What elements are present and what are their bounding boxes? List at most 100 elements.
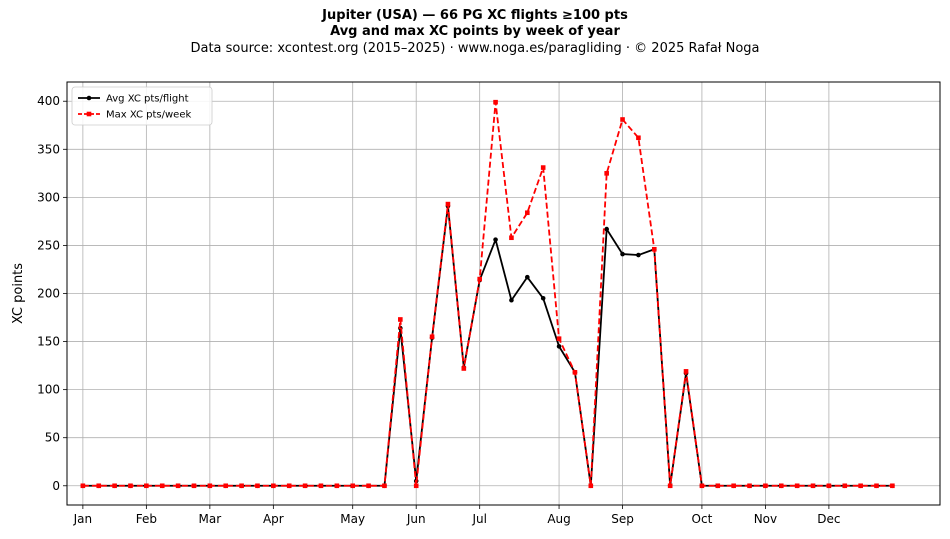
data-point-max [525,210,530,216]
data-point-max [159,483,165,489]
data-point-avg [636,252,641,258]
data-point-max [699,483,705,489]
data-point-max [667,483,673,489]
legend-label-avg: Avg XC pts/flight [106,94,189,105]
y-tick-label: 50 [45,431,60,445]
data-point-max [112,483,117,489]
y-tick-label: 100 [37,383,60,397]
data-point-max [858,483,863,489]
y-axis-label: XC points [11,263,26,324]
data-point-max [540,165,546,170]
data-point-avg [509,297,514,303]
data-point-max [874,483,879,489]
data-point-max [620,117,625,122]
data-point-max [80,483,86,489]
data-point-max [271,483,276,489]
y-tick-label: 150 [37,335,60,349]
data-point-max [429,334,435,340]
data-point-max [715,483,721,489]
series-line-avg [82,205,893,487]
legend: Avg XC pts/flight Max XC pts/week [71,86,213,126]
data-point-max [509,235,514,241]
data-point-avg [493,237,498,242]
x-tick-label-dec: Dec [817,512,840,526]
data-point-max [302,483,308,489]
data-point-max [223,483,229,489]
data-point-max [683,369,689,374]
data-point-max [731,483,736,489]
data-point-max [286,483,292,489]
grid-layer [67,82,940,505]
data-point-max [493,99,498,105]
x-tick-label-may: May [340,512,365,526]
data-point-max [588,483,594,489]
data-point-max [477,276,482,282]
data-point-max [826,483,832,489]
data-point-max [239,483,244,489]
data-point-avg [620,251,625,257]
legend-label-max: Max XC pts/week [106,110,191,121]
series-avg [80,203,895,489]
data-point-max [778,483,784,489]
data-point-max [144,483,149,489]
chart-source-line: Data source: xcontest.org (2015–2025) · … [190,41,760,56]
data-point-max [255,483,260,489]
data-point-max [398,317,403,322]
data-point-max [175,483,181,489]
data-point-max [556,336,562,341]
x-tick-label-feb: Feb [136,512,157,526]
data-point-max [810,483,816,489]
legend-marker-max [86,111,92,117]
data-point-avg [540,296,546,301]
legend-box [71,86,213,126]
x-tick-label-aug: Aug [547,512,570,526]
y-tick-label: 250 [37,238,60,252]
data-point-max [604,171,609,176]
y-tick-label: 300 [37,190,60,204]
data-point-max [636,135,641,141]
x-tick-label-oct: Oct [692,512,713,526]
chart-title-block: Jupiter (USA) — 66 PG XC flights ≥100 pt… [0,8,950,58]
y-tick-label: 0 [52,479,60,493]
data-point-max [366,483,371,489]
x-tick-label-mar: Mar [199,512,222,526]
data-point-max [191,483,197,489]
data-point-max [747,483,752,489]
data-point-max [334,483,340,489]
series-layer [80,99,895,489]
x-tick-label-apr: Apr [263,512,284,526]
data-point-max [318,483,324,489]
data-point-max [890,483,895,489]
data-point-max [128,483,133,489]
chart-subtitle: Avg and max XC points by week of year [330,24,620,39]
data-point-max [207,483,213,489]
data-point-avg [556,344,562,349]
y-tick-label: 350 [37,142,60,156]
data-point-max [461,366,467,371]
data-point-max [842,483,848,489]
y-tick-label: 200 [37,287,60,301]
legend-marker-avg [86,95,92,101]
data-point-max [794,483,800,489]
data-point-max [651,246,657,252]
x-tick-label-jan: Jan [73,512,93,526]
series-line-max [82,101,893,487]
data-point-max [382,483,387,489]
chart-title: Jupiter (USA) — 66 PG XC flights ≥100 pt… [322,8,628,23]
data-point-max [763,483,768,489]
data-point-avg [604,226,609,232]
data-point-avg [525,274,530,280]
data-point-max [445,201,451,207]
x-tick-label-jun: Jun [406,512,426,526]
x-tick-label-jul: Jul [471,512,486,526]
x-tick-label-nov: Nov [754,512,777,526]
data-point-max [413,483,419,489]
series-max [80,99,895,489]
y-tick-label: 400 [37,94,60,108]
data-point-max [350,483,356,489]
axis-layer: 0 50 100 150 200 250 300 350 400 Jan Feb Mar Apr May J… [37,94,840,526]
data-point-max [96,483,102,489]
data-point-max [572,370,578,375]
